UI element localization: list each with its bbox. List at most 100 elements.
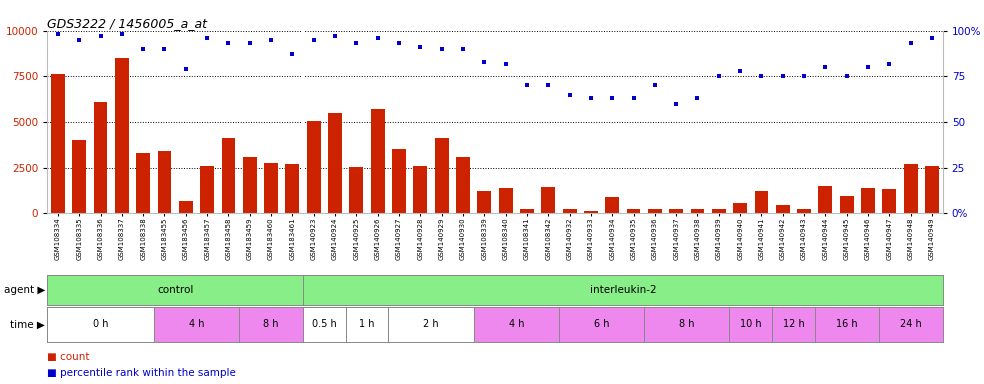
Point (92, 33, 108, 39)
Bar (264, 163, 278, 213)
Text: GDS3222 / 1456005_a_at: GDS3222 / 1456005_a_at (47, 17, 208, 30)
Text: 4 h: 4 h (509, 319, 524, 329)
Bar (627, 210, 641, 213)
Point (711, 73, 727, 79)
Point (136, 46, 152, 52)
Point (796, 73, 812, 79)
Point (732, 68, 748, 74)
Text: 8 h: 8 h (264, 319, 278, 329)
Bar (157, 151, 171, 213)
Bar (925, 166, 939, 213)
Point (348, 40, 364, 46)
Text: agent ▶: agent ▶ (4, 285, 45, 295)
Point (924, 35, 940, 41)
Point (754, 73, 769, 79)
Point (114, 31, 130, 38)
Point (775, 73, 791, 79)
Point (264, 37, 279, 43)
Bar (729, 307, 772, 342)
Bar (303, 307, 345, 342)
Bar (647, 210, 662, 213)
Bar (772, 307, 815, 342)
Point (540, 83, 556, 89)
Bar (307, 121, 321, 213)
Bar (389, 307, 473, 342)
Bar (349, 167, 363, 213)
Text: time ▶: time ▶ (11, 319, 45, 329)
Point (178, 66, 194, 72)
Point (626, 95, 642, 101)
Bar (371, 109, 385, 213)
Bar (328, 113, 342, 213)
Bar (115, 58, 129, 213)
Bar (392, 149, 406, 213)
Bar (47, 307, 154, 342)
Bar (239, 307, 303, 342)
Text: 12 h: 12 h (782, 319, 804, 329)
Point (584, 95, 599, 101)
Bar (303, 275, 943, 305)
Bar (285, 164, 299, 213)
Point (903, 40, 919, 46)
Text: 6 h: 6 h (593, 319, 609, 329)
Point (839, 73, 855, 79)
Bar (200, 166, 215, 213)
Bar (775, 205, 790, 213)
Bar (605, 197, 619, 213)
Bar (669, 210, 683, 213)
Point (604, 95, 620, 101)
Bar (477, 191, 491, 213)
Text: 0.5 h: 0.5 h (312, 319, 337, 329)
Point (412, 44, 428, 50)
Point (520, 83, 535, 89)
Point (156, 46, 172, 52)
Text: 24 h: 24 h (899, 319, 922, 329)
Bar (413, 166, 427, 213)
Bar (541, 187, 555, 213)
Bar (563, 210, 577, 213)
Bar (221, 138, 235, 213)
Point (284, 51, 300, 58)
Text: 0 h: 0 h (92, 319, 108, 329)
Bar (733, 203, 747, 213)
Bar (797, 210, 811, 213)
Bar (839, 196, 854, 213)
Bar (520, 210, 534, 213)
Bar (819, 186, 832, 213)
Point (668, 101, 684, 107)
Bar (645, 307, 729, 342)
Bar (435, 138, 449, 213)
Point (72, 37, 88, 43)
Bar (903, 164, 918, 213)
Bar (861, 187, 875, 213)
Bar (815, 307, 879, 342)
Bar (136, 153, 151, 213)
Bar (559, 307, 645, 342)
Text: control: control (157, 285, 193, 295)
Text: 8 h: 8 h (679, 319, 695, 329)
Bar (499, 189, 513, 213)
Text: interleukin-2: interleukin-2 (589, 285, 656, 295)
Point (306, 37, 322, 43)
Bar (179, 201, 193, 213)
Point (392, 40, 407, 46)
Bar (711, 210, 726, 213)
Text: 1 h: 1 h (359, 319, 375, 329)
Point (818, 64, 833, 70)
Text: 2 h: 2 h (423, 319, 439, 329)
Bar (93, 102, 107, 213)
Point (498, 61, 514, 67)
Point (220, 40, 236, 46)
Bar (584, 211, 598, 213)
Bar (755, 191, 769, 213)
Point (200, 35, 215, 41)
Bar (879, 307, 943, 342)
Point (242, 40, 258, 46)
Bar (345, 307, 389, 342)
Bar (154, 307, 239, 342)
Point (456, 46, 471, 52)
Point (882, 61, 897, 67)
Bar (243, 157, 257, 213)
Text: 10 h: 10 h (740, 319, 762, 329)
Point (434, 46, 450, 52)
